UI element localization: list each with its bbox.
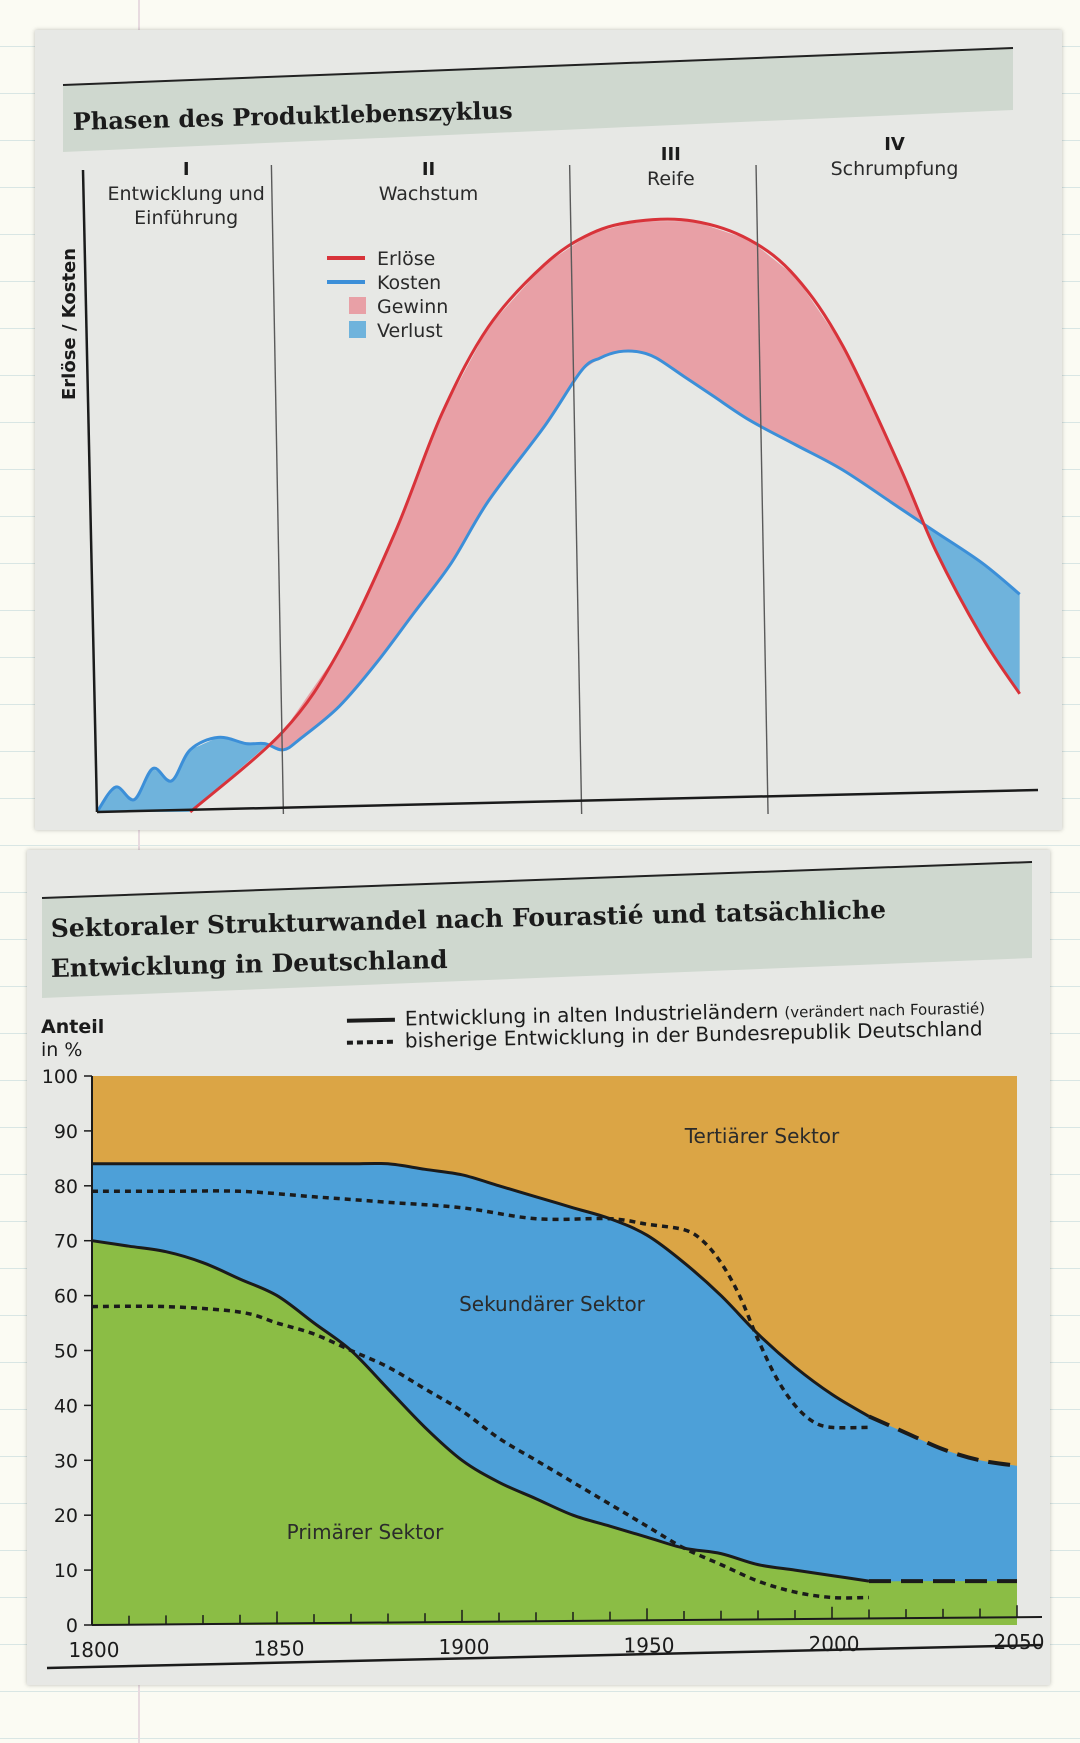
y-tick-label: 80 (54, 1176, 78, 1198)
x-axis (96, 788, 1039, 814)
phase-name-line2: Einführung (134, 207, 238, 229)
phase-boundary (568, 164, 583, 815)
legend-item-gewinn: Gewinn (349, 296, 448, 318)
legend-label: Erlöse (377, 248, 435, 270)
boundary-primaer-sekundaer-brd-dotted-line (91, 1304, 870, 1600)
y-axis-label-line1: Anteil (41, 1016, 104, 1038)
legend-item-verlust: Verlust (349, 320, 443, 342)
series-erloese-line (189, 217, 1021, 814)
phase-name: Schrumpfung (831, 158, 959, 180)
y-tick-label: 0 (66, 1615, 78, 1637)
phase-number: II (422, 159, 435, 180)
sector-label-tertiaer: Tertiärer Sektor (684, 1124, 840, 1148)
boundary-sekundaer-tertiaer-projection-line (868, 1414, 1018, 1468)
legend-item-kosten: Kosten (327, 272, 441, 294)
phase-name: Reife (647, 168, 695, 190)
phase-number: I (183, 159, 190, 180)
phase-name: Entwicklung und (108, 183, 265, 205)
legend-swatch (349, 321, 366, 338)
legend-label: Verlust (377, 320, 443, 342)
legend-item-erloese: Erlöse (327, 248, 435, 270)
y-tick-label: 90 (54, 1121, 78, 1143)
title-rule (41, 861, 1033, 899)
title-rule (62, 47, 1014, 86)
y-tick-label: 70 (54, 1231, 78, 1253)
phase-label-3: III Reife (647, 144, 695, 190)
y-axis-label-line2: in % (41, 1039, 82, 1061)
loss-area (925, 524, 1020, 694)
y-tick-label: 60 (54, 1286, 78, 1308)
x-tick-label: 2000 (809, 1632, 860, 1656)
y-tick-label: 20 (54, 1505, 78, 1527)
boundary-primaer-sekundaer-solid-line (91, 1239, 870, 1583)
legend-swatch (346, 1039, 395, 1045)
y-tick-label: 100 (42, 1066, 78, 1088)
legend-swatch (346, 1017, 395, 1023)
y-tick-label: 50 (54, 1341, 78, 1363)
phase-number: III (661, 144, 681, 165)
y-axis-label: Erlöse / Kosten (59, 248, 80, 400)
series-kosten-line (95, 349, 1021, 813)
x-tick-label: 1800 (69, 1638, 120, 1662)
boundary-sekundaer-tertiaer-brd-dotted-line (92, 1189, 870, 1430)
legend-label: Kosten (377, 272, 441, 294)
loss-area (99, 737, 268, 812)
title-band (63, 48, 1013, 152)
title-band (42, 862, 1032, 998)
y-tick-label: 30 (54, 1450, 78, 1472)
y-tick-label: 10 (54, 1560, 78, 1582)
boundary-sekundaer-tertiaer-solid-line (92, 1161, 870, 1418)
phase-label-2: II Wachstum (379, 159, 479, 205)
legend-label: Gewinn (377, 296, 448, 318)
phase-boundary (755, 164, 769, 815)
x-tick-label: 1850 (254, 1636, 305, 1660)
x-tick-label: 2050 (994, 1630, 1045, 1654)
sector-label-primaer: Primärer Sektor (287, 1520, 445, 1544)
phase-boundary (270, 164, 285, 815)
x-axis (91, 1616, 1043, 1626)
bottom-rule (46, 1643, 1043, 1670)
phase-number: IV (884, 134, 905, 155)
sector-label-sekundaer: Sekundärer Sektor (459, 1292, 646, 1316)
product-lifecycle-panel: Phasen des Produktlebenszyklus Erlöse / … (35, 30, 1062, 830)
legend-note: (verändert nach Fourastié) (784, 999, 985, 1021)
y-axis (81, 169, 99, 813)
phase-label-4: IV Schrumpfung (831, 134, 959, 180)
x-tick-label: 1900 (439, 1635, 490, 1659)
y-tick-label: 40 (54, 1395, 78, 1417)
product-lifecycle-chart: Phasen des Produktlebenszyklus Erlöse / … (59, 47, 1039, 815)
x-tick-label: 1950 (624, 1633, 675, 1657)
sector-change-chart: Sektoraler Strukturwandel nach Fourastié… (41, 861, 1045, 1670)
phase-name: Wachstum (379, 183, 479, 205)
legend-swatch (349, 297, 366, 314)
profit-area (270, 221, 923, 750)
sector-change-panel: Sektoraler Strukturwandel nach Fourastié… (27, 850, 1050, 1685)
